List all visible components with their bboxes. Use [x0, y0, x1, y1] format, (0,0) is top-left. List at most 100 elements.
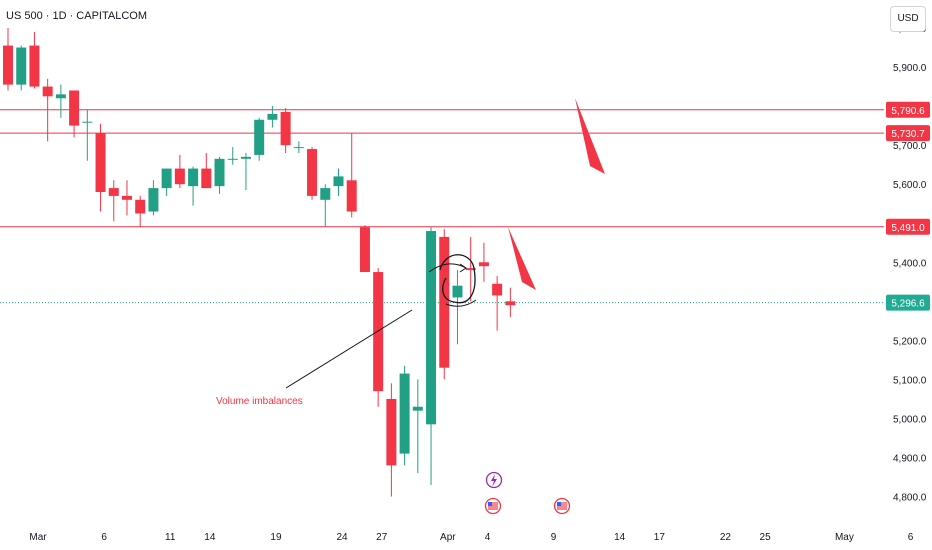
x-tick-label: 6 — [101, 532, 107, 543]
candle[interactable] — [148, 180, 159, 216]
candle[interactable] — [359, 225, 370, 273]
candle[interactable] — [426, 227, 437, 485]
x-tick-label: 4 — [485, 532, 491, 543]
candle[interactable] — [201, 152, 212, 189]
candle[interactable] — [254, 117, 265, 161]
candle-body — [201, 168, 212, 189]
x-tick-label: 25 — [760, 532, 772, 543]
candle[interactable] — [452, 270, 463, 345]
x-tick-label: 11 — [165, 532, 176, 543]
candle-body — [412, 406, 423, 411]
candle[interactable] — [69, 90, 80, 138]
level-price-tag: 5,790.6 — [891, 106, 925, 117]
us-flag-glyph — [557, 502, 567, 510]
candle[interactable] — [188, 166, 199, 206]
candle[interactable] — [227, 147, 238, 165]
candle-body — [174, 168, 185, 185]
candle[interactable] — [108, 180, 119, 222]
candle-body — [188, 168, 199, 187]
candle[interactable] — [3, 28, 13, 91]
candle[interactable] — [55, 84, 66, 118]
candle[interactable] — [214, 156, 225, 194]
candle-body — [452, 285, 463, 298]
level-price-tag-bg — [886, 125, 930, 142]
candle[interactable] — [29, 31, 40, 89]
candle[interactable] — [505, 287, 516, 317]
candle-body — [307, 149, 318, 196]
candle[interactable] — [161, 168, 172, 196]
y-tick-label: 4,900.0 — [893, 454, 927, 465]
candle[interactable] — [95, 123, 106, 212]
candle-body — [148, 188, 159, 212]
candle-body — [95, 133, 106, 192]
candle[interactable] — [307, 147, 318, 200]
x-tick-label: 17 — [654, 532, 666, 543]
candle-body — [42, 86, 53, 97]
circle-drawing — [439, 254, 476, 304]
x-tick-label: 27 — [376, 532, 388, 543]
candle[interactable] — [465, 236, 476, 302]
candle-body — [359, 227, 370, 273]
candle-body — [399, 373, 410, 454]
annotations-layer: Volume imbalances — [216, 98, 605, 407]
y-tick-label: 5,900.0 — [893, 63, 927, 74]
chart-title: US 500 · 1D · CAPITALCOM — [6, 10, 147, 22]
candle-body — [478, 262, 489, 267]
candle[interactable] — [82, 110, 93, 161]
candle[interactable] — [320, 184, 331, 228]
candle-body — [439, 236, 450, 368]
candle[interactable] — [412, 379, 423, 474]
candle[interactable] — [267, 106, 278, 128]
annotation-label: Volume imbalances — [216, 396, 303, 407]
x-tick-label: Apr — [440, 532, 456, 543]
candle[interactable] — [399, 365, 410, 466]
us-flag-canton — [557, 502, 561, 506]
candle-body — [267, 113, 278, 120]
x-tick-label: 6 — [908, 532, 914, 543]
candle[interactable] — [373, 268, 384, 407]
candle[interactable] — [386, 383, 397, 497]
x-tick-label: 14 — [204, 532, 216, 543]
candle[interactable] — [121, 180, 132, 216]
candle[interactable] — [135, 195, 146, 228]
down-arrow-small — [508, 227, 536, 290]
level-price-tag: 5,491.0 — [891, 223, 925, 234]
candle[interactable] — [478, 242, 489, 282]
y-tick-label: 5,100.0 — [893, 375, 927, 386]
candle[interactable] — [293, 141, 304, 153]
y-tick-label: 5,700.0 — [893, 141, 927, 152]
us-flag-glyph — [488, 502, 498, 510]
candle-body — [426, 231, 437, 425]
x-axis[interactable]: Mar61114192427Apr4914172225May6914192227 — [29, 532, 932, 543]
y-tick-label: 5,400.0 — [893, 258, 927, 269]
x-tick-label: 19 — [270, 532, 282, 543]
level-price-tag-bg — [886, 218, 930, 235]
candle-body — [108, 188, 119, 196]
candle-body — [492, 283, 503, 296]
candle[interactable] — [42, 78, 53, 142]
candle[interactable] — [439, 229, 450, 380]
y-tick-label: 5,000.0 — [893, 414, 927, 425]
candle-body — [214, 158, 225, 187]
candle-body — [227, 158, 238, 160]
candle-body — [16, 47, 27, 85]
x-tick-label: Mar — [29, 532, 47, 543]
candles-layer — [3, 28, 516, 497]
candle[interactable] — [492, 275, 503, 331]
x-tick-label: 14 — [614, 532, 626, 543]
y-tick-label: 4,800.0 — [893, 493, 927, 504]
candle-body — [161, 168, 172, 189]
candle[interactable] — [280, 108, 291, 153]
x-tick-label: 24 — [336, 532, 348, 543]
y-axis[interactable]: 4,800.04,900.05,000.05,100.05,200.05,300… — [893, 24, 927, 504]
candle[interactable] — [333, 168, 344, 196]
candle-body — [240, 156, 251, 159]
candle[interactable] — [174, 154, 185, 189]
candle-body — [69, 90, 80, 126]
currency-button[interactable]: USD — [890, 6, 926, 32]
candle[interactable] — [16, 45, 27, 91]
level-price-tag: 5,730.7 — [891, 129, 925, 140]
candle[interactable] — [346, 133, 357, 218]
candle[interactable] — [240, 152, 251, 191]
